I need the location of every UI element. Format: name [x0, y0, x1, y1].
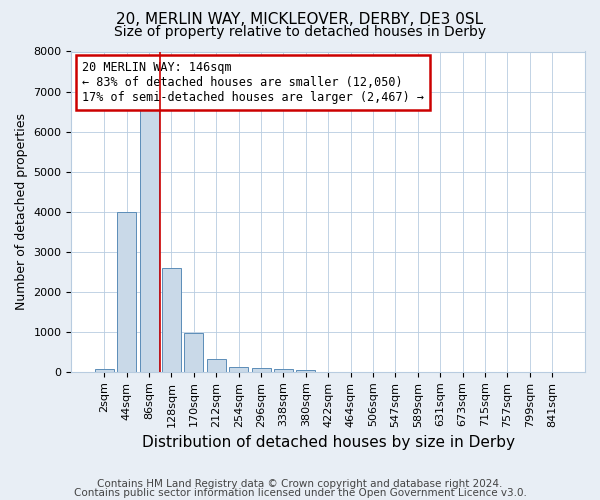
Bar [207, 360, 226, 372]
Bar [296, 370, 316, 372]
Bar [274, 370, 293, 372]
Bar [117, 212, 136, 372]
Bar [95, 368, 114, 372]
Bar [162, 268, 181, 372]
Bar [184, 334, 203, 372]
Text: 20, MERLIN WAY, MICKLEOVER, DERBY, DE3 0SL: 20, MERLIN WAY, MICKLEOVER, DERBY, DE3 0… [116, 12, 484, 28]
Text: 20 MERLIN WAY: 146sqm
← 83% of detached houses are smaller (12,050)
17% of semi-: 20 MERLIN WAY: 146sqm ← 83% of detached … [82, 61, 424, 104]
Text: Size of property relative to detached houses in Derby: Size of property relative to detached ho… [114, 25, 486, 39]
Bar [140, 108, 158, 372]
Bar [229, 366, 248, 372]
Y-axis label: Number of detached properties: Number of detached properties [15, 113, 28, 310]
X-axis label: Distribution of detached houses by size in Derby: Distribution of detached houses by size … [142, 435, 515, 450]
Text: Contains HM Land Registry data © Crown copyright and database right 2024.: Contains HM Land Registry data © Crown c… [97, 479, 503, 489]
Text: Contains public sector information licensed under the Open Government Licence v3: Contains public sector information licen… [74, 488, 526, 498]
Bar [251, 368, 271, 372]
